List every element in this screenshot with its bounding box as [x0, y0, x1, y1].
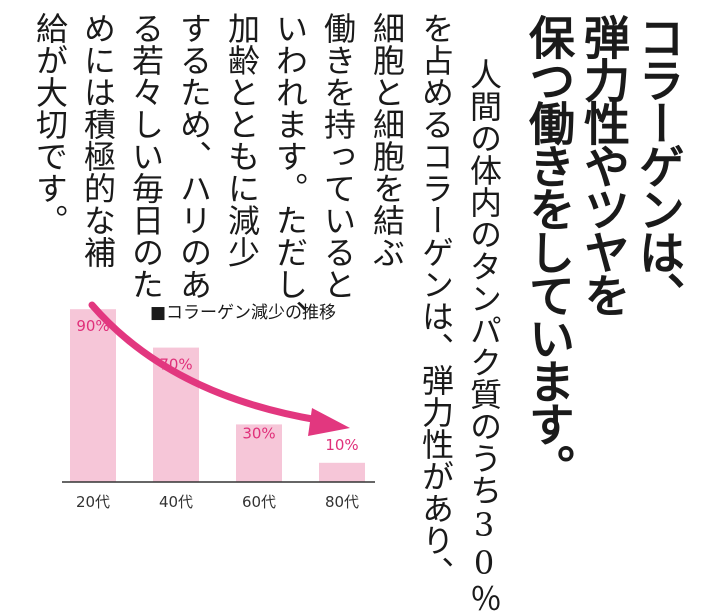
collagen-decline-chart: 90%70%30%10% ■コラーゲン減少の推移 20代 40代 60代 80代	[62, 301, 375, 511]
value-label-60代: 30%	[242, 424, 275, 442]
category-label-40代: 40代	[159, 493, 193, 511]
heading-line-1: コラーゲンは、	[632, 14, 686, 315]
body-line-2: を占めるコラーゲンは、弾力性があり、	[417, 12, 455, 588]
category-label-20代: 20代	[76, 493, 110, 511]
bar-60代	[236, 424, 282, 482]
heading-line-3: 保つ働きをしています。	[522, 14, 576, 487]
body-line-10: 給が大切です。	[31, 12, 69, 236]
value-label-80代: 10%	[325, 436, 358, 454]
body-line-5: いわれます。ただし、	[271, 12, 309, 332]
trend-arrow	[88, 301, 322, 424]
body-line-3: 細胞と細胞を結ぶ	[368, 12, 406, 268]
body-line-4: 働きを持っていると	[319, 12, 357, 300]
trend-arrow-head	[308, 408, 350, 436]
heading-line-2: 弾力性やツヤを	[577, 14, 631, 315]
value-label-20代: 90%	[76, 317, 109, 335]
bar-20代	[70, 309, 116, 482]
body-line-6: 加齢とともに減少	[223, 12, 261, 268]
category-label-60代: 60代	[242, 493, 276, 511]
bar-80代	[319, 462, 365, 482]
body-line-1: 人間の体内のタンパク質のうち30％	[465, 58, 503, 614]
body-line-9: めには積極的な補	[79, 12, 117, 268]
body-line-7: するため、ハリのあ	[175, 12, 213, 300]
category-label-80代: 80代	[325, 493, 359, 511]
body-line-8: る若々しい毎日のた	[127, 12, 165, 300]
chart-title: ■コラーゲン減少の推移	[150, 303, 336, 323]
